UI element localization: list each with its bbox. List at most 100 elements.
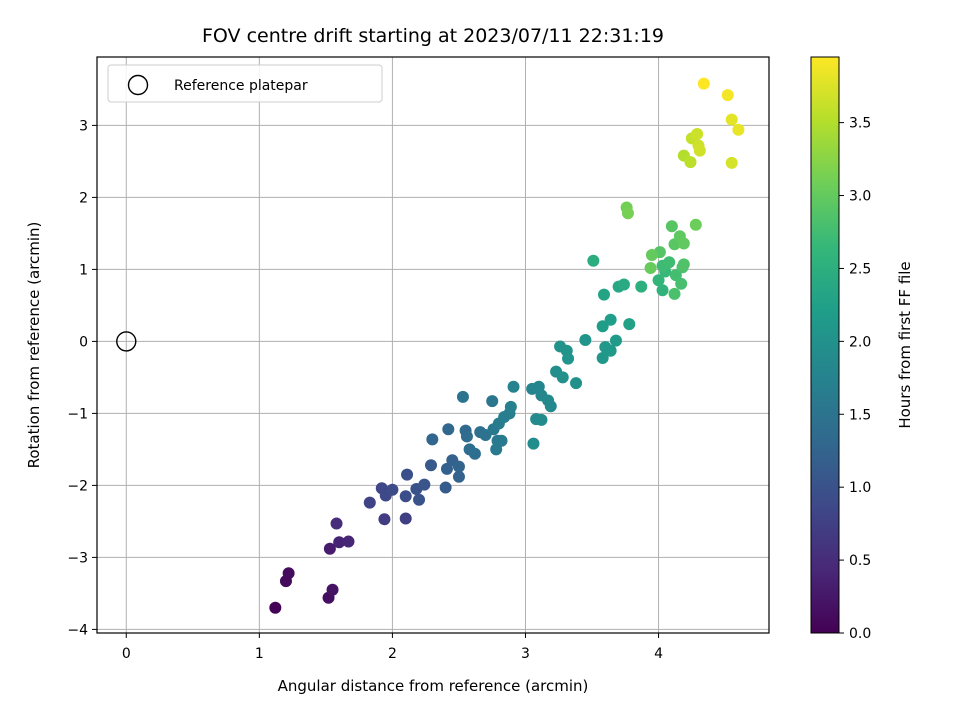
data-point xyxy=(413,493,426,506)
data-point xyxy=(442,423,455,436)
data-point xyxy=(440,462,453,475)
data-point xyxy=(535,413,548,426)
data-point xyxy=(689,218,702,231)
x-tick-label: 0 xyxy=(122,646,131,662)
x-tick-label: 2 xyxy=(388,646,397,662)
data-point xyxy=(544,400,557,413)
data-point xyxy=(621,207,634,220)
data-point xyxy=(675,277,688,290)
data-point xyxy=(401,468,414,481)
y-axis-ticks: −4 −3 −2 −1 0 1 2 3 xyxy=(67,118,97,638)
x-tick-label: 3 xyxy=(521,646,530,662)
legend-box xyxy=(107,64,383,103)
data-point xyxy=(527,437,540,450)
data-point xyxy=(635,280,648,293)
x-tick-label: 1 xyxy=(255,646,264,662)
data-point xyxy=(597,288,610,301)
data-point xyxy=(504,400,517,413)
data-point xyxy=(418,478,431,491)
data-point xyxy=(439,481,452,494)
data-point xyxy=(691,128,704,141)
data-point xyxy=(490,443,503,456)
y-axis-label: Rotation from reference (arcmin) xyxy=(25,222,43,469)
y-tick-label: 3 xyxy=(79,118,88,134)
data-point xyxy=(468,447,481,460)
data-point xyxy=(684,156,697,169)
data-point xyxy=(570,377,583,390)
data-point xyxy=(333,536,346,549)
chart-title: FOV centre drift starting at 2023/07/11 … xyxy=(202,25,664,47)
colorbar-label: Hours from first FF file xyxy=(896,261,914,428)
grid-lines xyxy=(97,57,769,633)
x-tick-label: 4 xyxy=(654,646,663,662)
data-point xyxy=(677,237,690,250)
colorbar-tick-label: 1.0 xyxy=(849,480,871,496)
data-point xyxy=(579,333,592,346)
legend: Reference platepar xyxy=(107,64,383,103)
data-point xyxy=(604,344,617,357)
data-point xyxy=(495,434,508,447)
data-point xyxy=(725,113,738,126)
data-point xyxy=(556,371,569,384)
data-point xyxy=(668,287,681,300)
data-point xyxy=(644,261,657,274)
data-point xyxy=(596,351,609,364)
colorbar-tick-label: 2.5 xyxy=(849,261,871,277)
data-point xyxy=(645,249,658,261)
data-point xyxy=(562,352,575,365)
colorbar-tick-label: 3.0 xyxy=(849,189,871,205)
data-point xyxy=(486,395,499,408)
colorbar-tick-label: 0.5 xyxy=(849,553,871,569)
data-point xyxy=(378,513,391,526)
data-point xyxy=(677,258,690,271)
colorbar-tick-label: 0.0 xyxy=(849,626,871,642)
data-point xyxy=(652,274,665,287)
colorbar-gradient xyxy=(810,56,840,634)
data-point xyxy=(669,269,682,282)
data-point xyxy=(507,380,520,393)
data-point xyxy=(452,470,465,483)
data-point xyxy=(617,278,630,291)
data-point xyxy=(342,535,355,548)
y-tick-label: 2 xyxy=(79,190,88,206)
data-point xyxy=(623,318,636,331)
data-point xyxy=(721,89,734,102)
data-point xyxy=(604,313,617,326)
colorbar-tick-label: 1.5 xyxy=(849,407,871,423)
data-point xyxy=(363,496,376,509)
data-point xyxy=(725,156,738,169)
y-tick-label: −1 xyxy=(67,406,88,422)
y-tick-label: −4 xyxy=(67,622,88,638)
colorbar-tick-label: 2.0 xyxy=(849,334,871,350)
data-point xyxy=(282,567,295,580)
reference-point-marker xyxy=(116,331,137,352)
data-point xyxy=(587,254,600,267)
data-point xyxy=(399,490,412,503)
data-point xyxy=(697,77,710,90)
data-point xyxy=(663,256,676,269)
plot-frame xyxy=(96,56,770,634)
data-point xyxy=(452,460,465,473)
y-tick-label: −2 xyxy=(67,478,88,494)
legend-entry-reference: Reference platepar xyxy=(174,78,308,94)
y-tick-label: −3 xyxy=(67,550,88,566)
data-point xyxy=(665,220,678,233)
data-point xyxy=(460,430,473,443)
colorbar: 0.0 0.5 1.0 1.5 2.0 2.5 3.0 3.5 Hours from firs… xyxy=(810,56,914,642)
data-point xyxy=(330,517,343,530)
y-tick-label: 1 xyxy=(79,262,88,278)
data-point xyxy=(596,320,609,333)
data-point xyxy=(732,123,745,136)
data-point xyxy=(656,284,669,297)
data-point xyxy=(609,334,622,347)
data-point xyxy=(456,390,469,403)
x-axis-ticks: 0 1 2 3 4 xyxy=(122,633,663,662)
data-point xyxy=(323,542,336,555)
data-point xyxy=(693,144,706,157)
x-axis-label: Angular distance from reference (arcmin) xyxy=(278,677,589,695)
data-point xyxy=(399,512,412,525)
data-point xyxy=(386,483,399,496)
data-points xyxy=(116,77,745,614)
data-point xyxy=(326,583,339,596)
